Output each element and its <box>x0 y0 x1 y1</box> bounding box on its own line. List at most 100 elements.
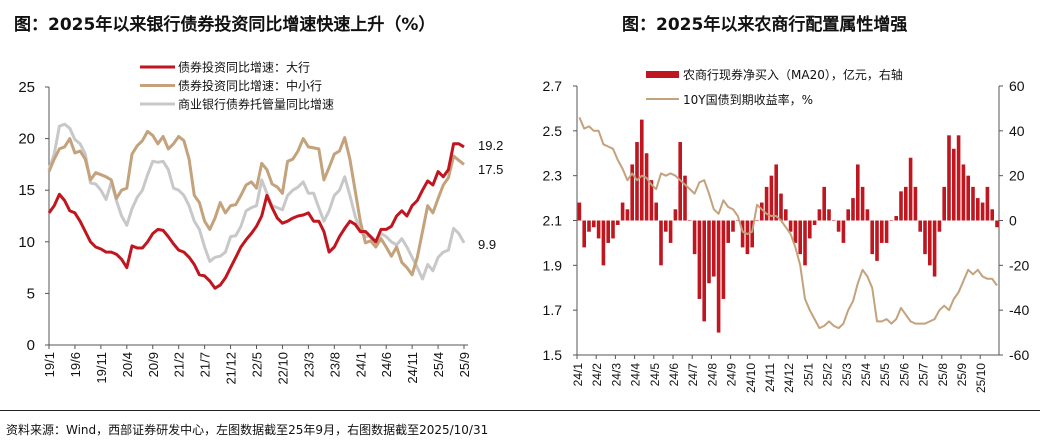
net-buy-bar <box>596 220 601 239</box>
net-buy-bar <box>707 220 711 284</box>
left-chart-title: 图：2025年以来银行债券投资同比增速快速上升（%） <box>14 15 436 35</box>
y-tick-label: 0 <box>27 337 35 354</box>
net-buy-bar <box>649 180 654 221</box>
net-buy-bar <box>697 220 702 299</box>
x-tick-label: 25/10 <box>974 363 988 393</box>
net-buy-bar <box>774 164 778 221</box>
x-tick-label: 24/10 <box>744 363 758 393</box>
source-note: 资料来源：Wind，西部证券研发中心，左图数据截至25年9月，右图数据截至202… <box>6 423 489 437</box>
y-tick-label: 10 <box>18 234 35 251</box>
left-y-tick-label: 1.7 <box>543 302 563 318</box>
net-buy-bar <box>851 198 855 221</box>
net-buy-bar <box>740 220 745 248</box>
x-tick-label: 24/11 <box>763 363 777 392</box>
y-tick-label: 5 <box>27 285 35 302</box>
net-buy-bar <box>870 220 874 255</box>
x-tick-label: 25/7 <box>917 363 931 387</box>
x-tick-label: 20/9 <box>146 352 161 377</box>
footer-divider <box>0 410 1040 411</box>
net-buy-bar <box>880 220 884 243</box>
net-buy-bar <box>673 209 678 221</box>
net-buy-bar <box>750 220 754 248</box>
x-tick-label: 24/8 <box>705 363 719 387</box>
net-buy-bar <box>611 220 615 239</box>
net-buy-bar <box>779 193 783 221</box>
x-tick-label: 20/4 <box>120 352 135 377</box>
net-buy-bar <box>721 220 726 299</box>
net-buy-bar <box>952 148 956 221</box>
left-y-tick-label: 2.5 <box>543 123 563 139</box>
right-y-tick-label: 20 <box>1009 168 1025 184</box>
net-buy-bar <box>985 186 990 221</box>
x-tick-label: 24/1 <box>571 363 585 387</box>
x-tick-label: 19/11 <box>94 352 109 384</box>
x-tick-label: 19/1 <box>42 352 57 377</box>
net-buy-bar <box>659 220 663 266</box>
legend-label: 商业银行债券托管量同比增速 <box>178 97 334 112</box>
net-buy-bar <box>913 186 918 221</box>
net-buy-bar <box>889 220 894 221</box>
net-buy-bar <box>956 135 961 221</box>
x-tick-label: 24/11 <box>405 352 420 384</box>
net-buy-bar <box>904 186 908 221</box>
net-buy-bar <box>836 220 841 232</box>
net-buy-bar <box>980 202 985 221</box>
net-buy-bar <box>745 220 750 255</box>
x-tick-label: 24/4 <box>629 363 643 387</box>
net-buy-bar <box>606 220 610 243</box>
net-buy-bar <box>620 202 625 221</box>
x-tick-label: 25/4 <box>431 352 446 377</box>
net-buy-bar <box>664 220 668 232</box>
net-buy-bar <box>736 220 740 221</box>
x-tick-label: 24/1 <box>353 352 368 377</box>
right-chart-title: 图：2025年以来农商行配置属性增强 <box>622 15 908 35</box>
x-tick-label: 24/2 <box>590 363 604 387</box>
x-tick-label: 21/2 <box>172 352 187 377</box>
net-buy-bar <box>817 209 822 221</box>
net-buy-bar <box>894 216 898 221</box>
net-buy-bar <box>692 220 697 255</box>
net-buy-bar <box>827 209 831 221</box>
net-buy-bar <box>683 175 687 221</box>
net-buy-bar <box>908 157 913 221</box>
net-buy-bar <box>937 220 942 232</box>
net-buy-bar <box>942 186 946 221</box>
x-tick-label: 25/6 <box>897 363 911 387</box>
x-tick-label: 25/9 <box>955 363 969 387</box>
net-buy-bar <box>788 220 793 232</box>
x-tick-label: 23/3 <box>301 352 316 377</box>
net-buy-bar <box>716 220 721 333</box>
yield-line <box>578 117 998 330</box>
net-buy-bar <box>808 220 812 239</box>
legend-label: 债券投资同比增速：中小行 <box>178 78 322 93</box>
end-value-label: 9.9 <box>478 237 496 252</box>
net-buy-bar <box>918 220 922 232</box>
net-buy-bar <box>760 202 764 221</box>
x-tick-label: 22/5 <box>250 352 265 377</box>
right-y-tick-label: 60 <box>1009 78 1025 94</box>
y-tick-label: 15 <box>18 182 35 199</box>
net-buy-bar <box>712 220 716 277</box>
x-tick-label: 19/6 <box>68 352 83 377</box>
net-buy-bar <box>577 202 582 221</box>
net-buy-bar <box>630 164 634 221</box>
net-buy-bar <box>832 220 836 221</box>
x-tick-label: 24/7 <box>686 363 700 387</box>
net-buy-bar <box>971 186 975 221</box>
left-y-tick-label: 1.5 <box>543 347 563 363</box>
net-buy-bar <box>587 220 591 232</box>
y-tick-label: 25 <box>18 79 35 96</box>
x-tick-label: 25/8 <box>936 363 950 387</box>
x-tick-label: 22/10 <box>275 352 290 385</box>
right-y-tick-label: 40 <box>1009 123 1025 139</box>
net-buy-bar <box>923 220 927 255</box>
left-y-tick-label: 2.3 <box>543 168 563 184</box>
net-buy-bar <box>995 220 999 228</box>
right-y-tick-label: -60 <box>1009 347 1029 363</box>
net-buy-bar <box>764 186 769 221</box>
net-buy-bar <box>793 220 798 243</box>
x-tick-label: 25/2 <box>821 363 835 387</box>
x-tick-label: 24/5 <box>648 363 662 387</box>
left-y-tick-label: 2.1 <box>543 213 563 229</box>
net-buy-bar <box>625 209 630 221</box>
